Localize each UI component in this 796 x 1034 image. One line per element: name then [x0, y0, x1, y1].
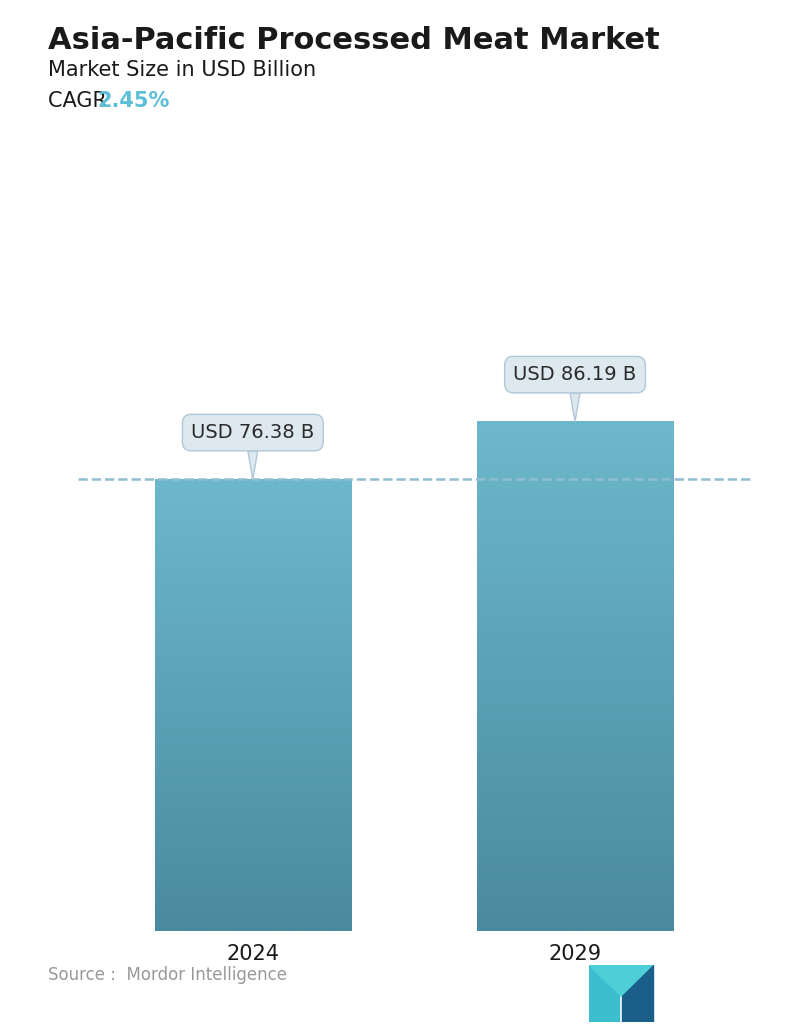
Text: USD 76.38 B: USD 76.38 B: [191, 423, 314, 480]
Polygon shape: [589, 965, 653, 996]
Text: Source :  Mordor Intelligence: Source : Mordor Intelligence: [48, 967, 287, 984]
Text: 2.45%: 2.45%: [97, 91, 170, 111]
Polygon shape: [622, 965, 653, 1022]
Text: USD 86.19 B: USD 86.19 B: [513, 365, 637, 421]
Text: CAGR: CAGR: [48, 91, 113, 111]
Text: Market Size in USD Billion: Market Size in USD Billion: [48, 60, 316, 80]
Polygon shape: [589, 965, 619, 1022]
Text: Asia-Pacific Processed Meat Market: Asia-Pacific Processed Meat Market: [48, 26, 660, 55]
